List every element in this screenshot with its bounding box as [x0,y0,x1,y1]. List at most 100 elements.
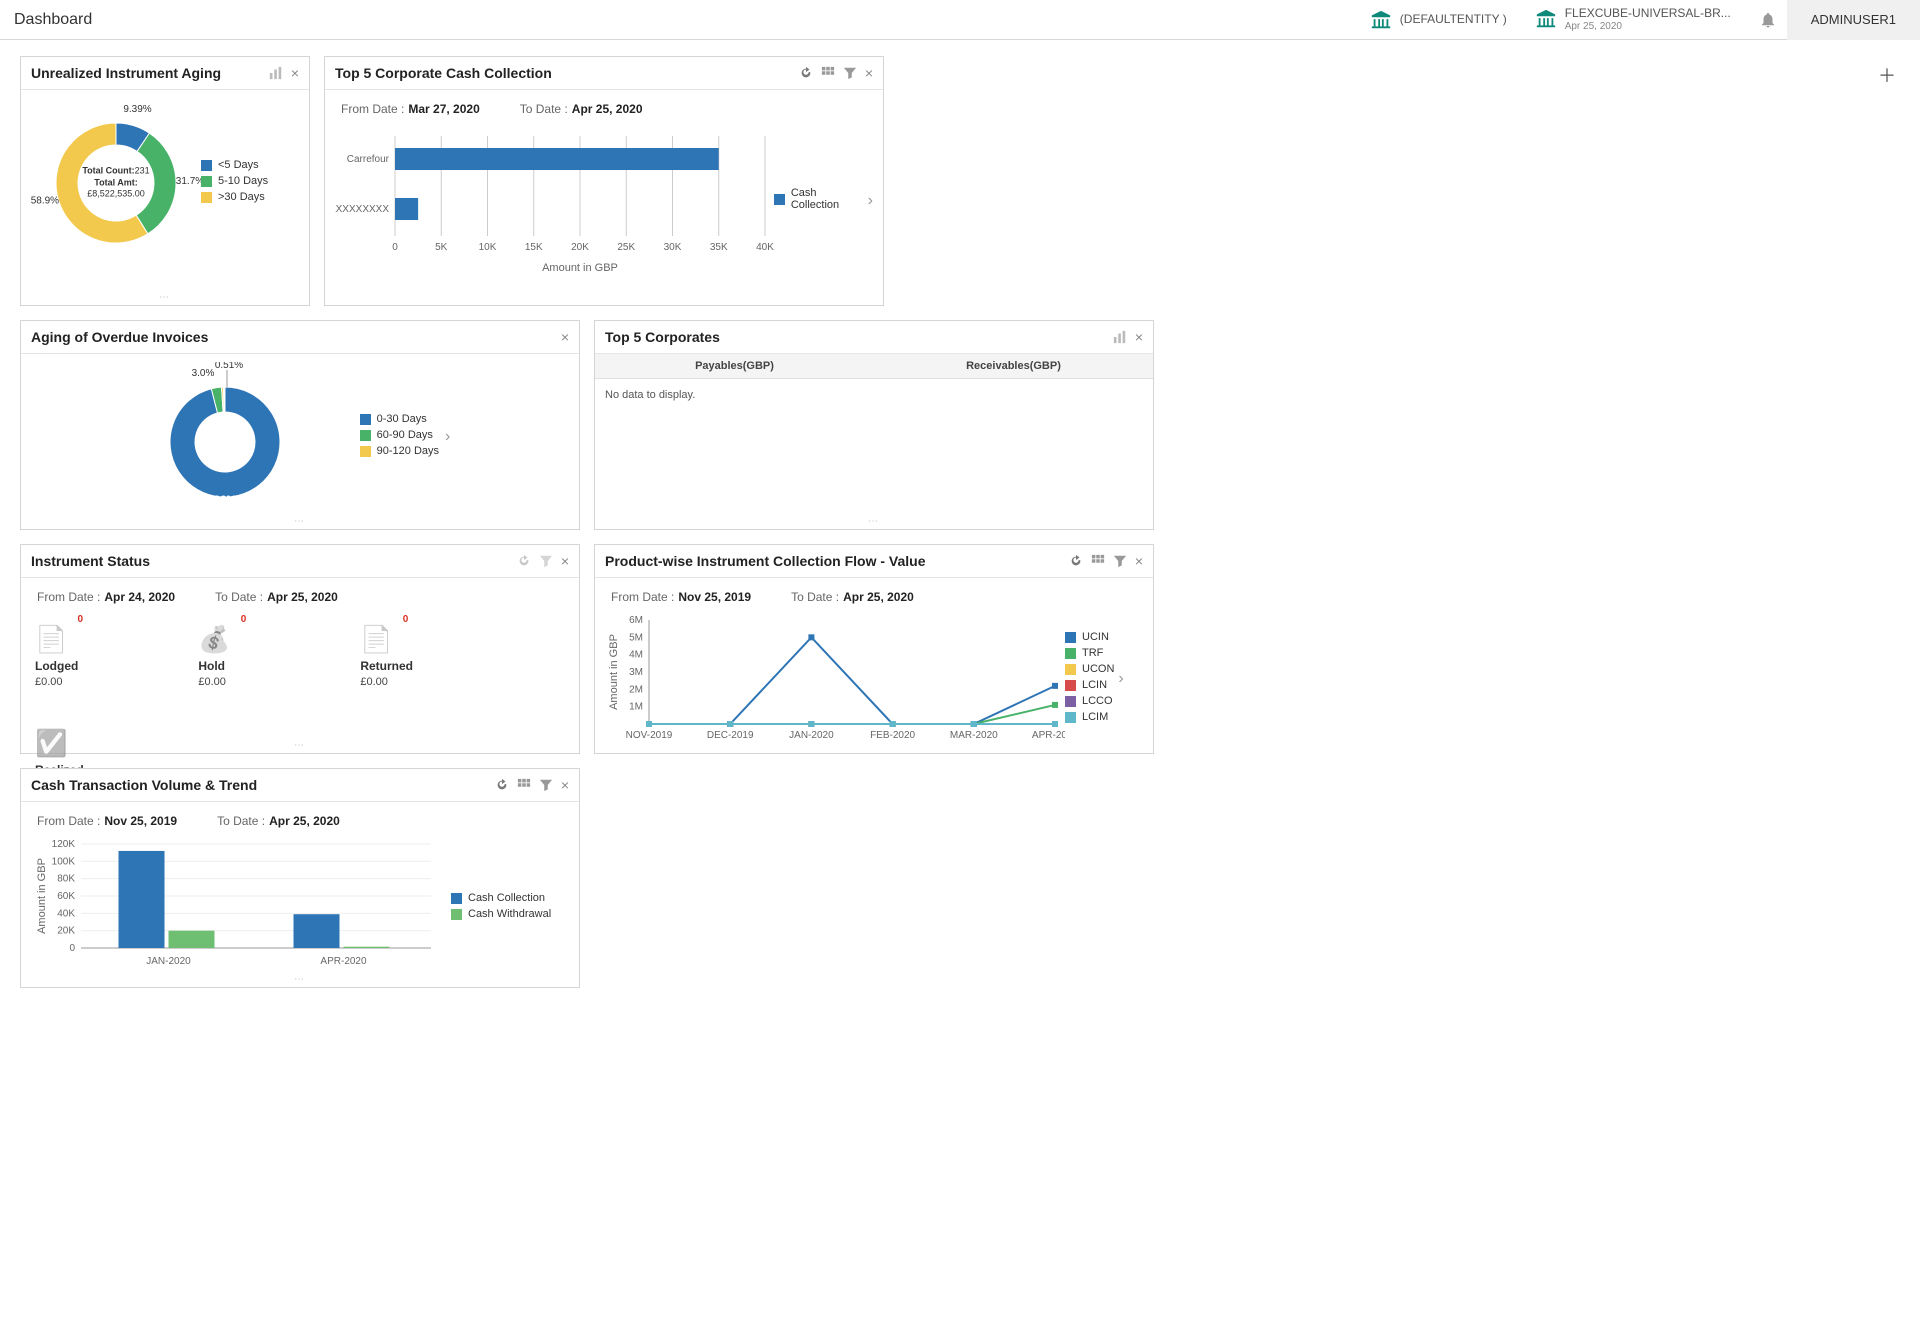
svg-text:120K: 120K [52,839,76,850]
legend-swatch [201,192,212,203]
svg-text:0: 0 [392,242,398,253]
svg-text:4M: 4M [629,650,643,661]
legend: 0-30 Days60-90 Days90-120 Days [360,413,439,461]
legend-label: <5 Days [218,159,259,171]
close-icon[interactable]: × [1135,553,1143,569]
drag-handle-icon[interactable]: ⋯ [159,292,171,303]
svg-text:APR-2020: APR-2020 [320,956,367,967]
svg-text:FEB-2020: FEB-2020 [870,730,915,741]
grid-icon[interactable] [517,778,531,792]
svg-text:0: 0 [69,943,75,954]
drag-handle-icon[interactable]: ⋯ [294,740,306,751]
svg-text:5K: 5K [435,242,448,253]
card-title: Instrument Status [31,553,517,569]
grid-icon[interactable] [1091,554,1105,568]
svg-text:1M: 1M [629,702,643,713]
legend-label: 0-30 Days [377,413,427,425]
close-icon[interactable]: × [291,65,299,81]
status-count: 0 [241,614,247,625]
filter-icon[interactable] [539,778,553,792]
legend-swatch [360,446,371,457]
status-icon: ✅ [35,728,77,760]
user-menu[interactable]: ADMINUSER1 [1787,0,1920,40]
chevron-right-icon[interactable]: › [1118,670,1123,688]
legend-item: UCIN [1065,631,1114,643]
svg-text:40K: 40K [57,908,75,919]
drag-handle-icon[interactable]: ⋯ [294,974,306,985]
legend-item: >30 Days [201,191,268,203]
legend-swatch [1065,664,1076,675]
legend: Cash Collection [774,187,868,215]
refresh-icon[interactable] [517,554,531,568]
card-instrument-status: Instrument Status × From Date :Apr 24, 2… [20,544,580,754]
refresh-icon[interactable] [799,66,813,80]
status-label: Hold [198,659,240,673]
legend-label: Cash Withdrawal [468,908,551,920]
close-icon[interactable]: × [1135,329,1143,345]
drag-handle-icon[interactable]: ⋯ [868,516,880,527]
filter-icon[interactable] [539,554,553,568]
card-top-corporates: Top 5 Corporates × Payables(GBP) Receiva… [594,320,1154,530]
svg-text:30K: 30K [664,242,682,253]
svg-text:9.39%: 9.39% [123,104,151,115]
svg-text:Amount in GBP: Amount in GBP [608,634,620,710]
svg-text:Carrefour: Carrefour [347,154,390,165]
svg-text:0.51%: 0.51% [214,362,242,371]
notifications-icon[interactable] [1759,11,1777,29]
table-header: Payables(GBP) Receivables(GBP) [595,354,1153,379]
legend-item: 0-30 Days [360,413,439,425]
status-item[interactable]: 📄0 Returned £0.00 [360,624,413,688]
svg-text:15K: 15K [525,242,543,253]
svg-text:31.7%: 31.7% [176,176,201,187]
legend-swatch [360,414,371,425]
card-product-flow: Product-wise Instrument Collection Flow … [594,544,1154,754]
status-icon: 📄0 [360,624,402,656]
refresh-icon[interactable] [495,778,509,792]
chart-type-icon[interactable] [1113,330,1127,344]
legend-label: LCCO [1082,695,1113,707]
legend-item: LCCO [1065,695,1114,707]
entity-name: (DEFAULTENTITY ) [1400,12,1507,26]
status-item[interactable]: 💰0 Hold £0.00 [198,624,240,688]
svg-text:20K: 20K [571,242,589,253]
legend-item: TRF [1065,647,1114,659]
legend-swatch [451,893,462,904]
legend-swatch [1065,696,1076,707]
svg-text:APR-2020: APR-2020 [1032,730,1065,741]
card-cash-collection: Top 5 Corporate Cash Collection × From D… [324,56,884,306]
close-icon[interactable]: × [561,777,569,793]
filter-icon[interactable] [1113,554,1127,568]
status-label: Lodged [35,659,78,673]
entity-selector-2[interactable]: FLEXCUBE-UNIVERSAL-BR... Apr 25, 2020 [1535,6,1731,32]
svg-text:40K: 40K [756,242,774,253]
column-header: Receivables(GBP) [874,354,1153,378]
svg-text:20K: 20K [57,926,75,937]
add-widget-button[interactable]: ＋ [1878,62,1896,88]
close-icon[interactable]: × [561,553,569,569]
empty-state: No data to display. [595,379,1153,411]
svg-text:80K: 80K [57,874,75,885]
legend-swatch [774,194,785,205]
drag-handle-icon[interactable]: ⋯ [294,516,306,527]
svg-text:Amount in GBP: Amount in GBP [36,858,48,934]
top-bar: Dashboard (DEFAULTENTITY ) FLEXCUBE-UNIV… [0,0,1920,40]
grid-icon[interactable] [821,66,835,80]
card-cash-volume: Cash Transaction Volume & Trend × From D… [20,768,580,988]
chart-type-icon[interactable] [269,66,283,80]
entity-selector-1[interactable]: (DEFAULTENTITY ) [1370,9,1507,31]
status-amount: £0.00 [198,676,240,688]
close-icon[interactable]: × [865,65,873,81]
close-icon[interactable]: × [561,329,569,345]
status-icon: 📄0 [35,624,77,656]
filter-icon[interactable] [843,66,857,80]
status-item[interactable]: 📄0 Lodged £0.00 [35,624,78,688]
chevron-right-icon[interactable]: › [445,428,450,446]
svg-text:Amount in GBP: Amount in GBP [542,262,618,274]
legend-item: Cash Withdrawal [451,908,551,920]
status-count: 0 [77,614,83,625]
svg-text:58.9%: 58.9% [31,195,59,206]
svg-text:MAR-2020: MAR-2020 [950,730,998,741]
legend: <5 Days5-10 Days>30 Days [201,159,268,207]
refresh-icon[interactable] [1069,554,1083,568]
chevron-right-icon[interactable]: › [868,192,873,210]
